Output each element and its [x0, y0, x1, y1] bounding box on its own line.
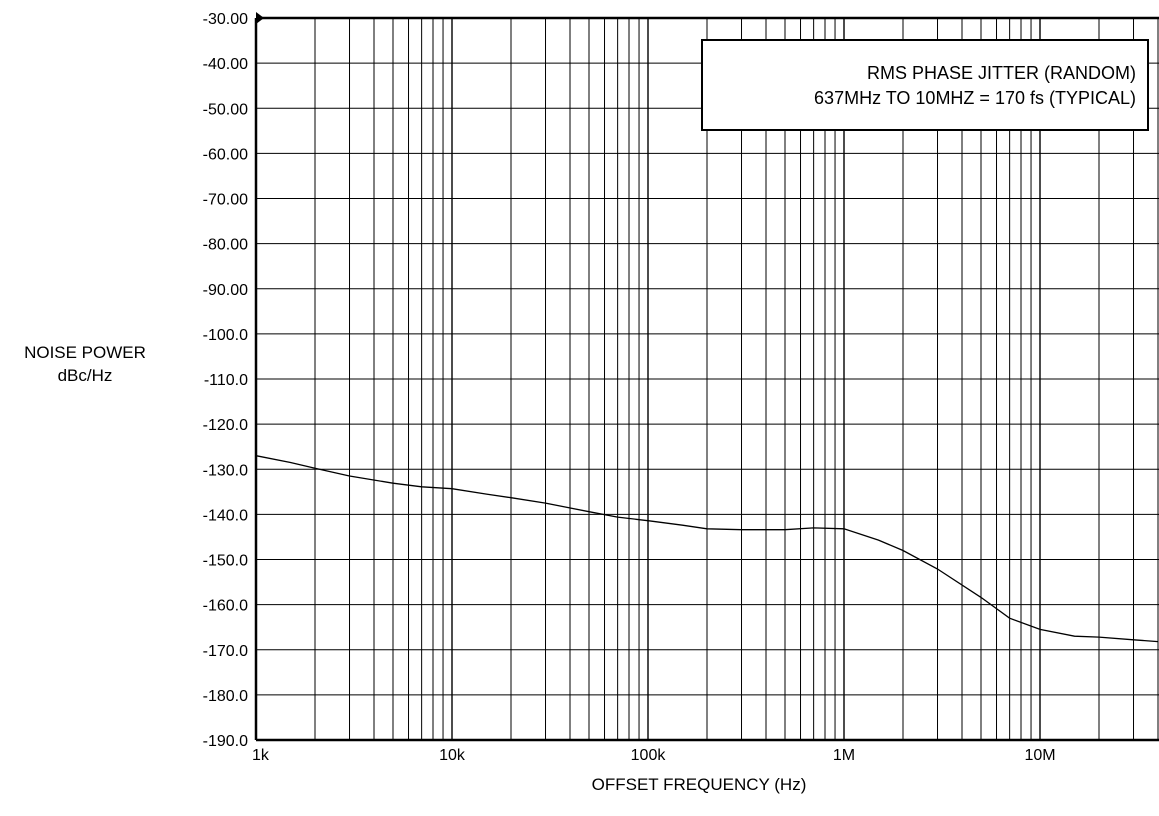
- series-layer: [255, 455, 1159, 643]
- y-tick-label: -170.0: [203, 643, 248, 660]
- grid: [255, 17, 1159, 741]
- y-tick-label: -190.0: [203, 733, 248, 750]
- y-tick-label: -30.00: [203, 11, 248, 28]
- y-tick-label: -60.00: [203, 146, 248, 163]
- annotation-line1: RMS PHASE JITTER (RANDOM): [867, 63, 1136, 83]
- y-tick-label: -40.00: [203, 56, 248, 73]
- annotation-box: RMS PHASE JITTER (RANDOM) 637MHz TO 10MH…: [701, 39, 1149, 131]
- plot-frame: [254, 12, 1159, 742]
- y-axis-title-line2: dBc/Hz: [58, 366, 113, 385]
- y-tick-label: -150.0: [203, 553, 248, 570]
- axis-marker: [256, 12, 264, 24]
- y-tick-label: -180.0: [203, 688, 248, 705]
- y-tick-label: -110.0: [204, 372, 248, 389]
- x-axis-title: OFFSET FREQUENCY (Hz): [592, 775, 807, 794]
- y-axis-title-line1: NOISE POWER: [24, 343, 146, 362]
- y-tick-label: -70.00: [203, 192, 248, 209]
- noise-power-line: [255, 455, 1159, 643]
- y-tick-label: -90.00: [203, 282, 248, 299]
- y-tick-label: -140.0: [203, 507, 248, 524]
- y-tick-label: -50.00: [203, 101, 248, 118]
- y-tick-label: -120.0: [203, 417, 248, 434]
- y-tick-label: -80.00: [203, 237, 248, 254]
- x-tick-label: 1k: [252, 747, 270, 764]
- annotation-frame: [701, 39, 1149, 131]
- x-tick-label: 1M: [833, 747, 855, 764]
- x-tick-labels: 1k 10k 100k 1M 10M: [252, 747, 1056, 764]
- y-tick-label: -160.0: [203, 598, 248, 615]
- x-tick-label: 10M: [1024, 747, 1055, 764]
- y-tick-label: -130.0: [203, 462, 248, 479]
- y-tick-labels: -30.00 -40.00 -50.00 -60.00 -70.00 -80.00 -90.…: [203, 11, 248, 750]
- x-tick-label: 10k: [439, 747, 466, 764]
- x-tick-label: 100k: [631, 747, 667, 764]
- annotation-line2: 637MHz TO 10MHZ = 170 fs (TYPICAL): [814, 88, 1136, 108]
- y-tick-label: -100.0: [203, 327, 248, 344]
